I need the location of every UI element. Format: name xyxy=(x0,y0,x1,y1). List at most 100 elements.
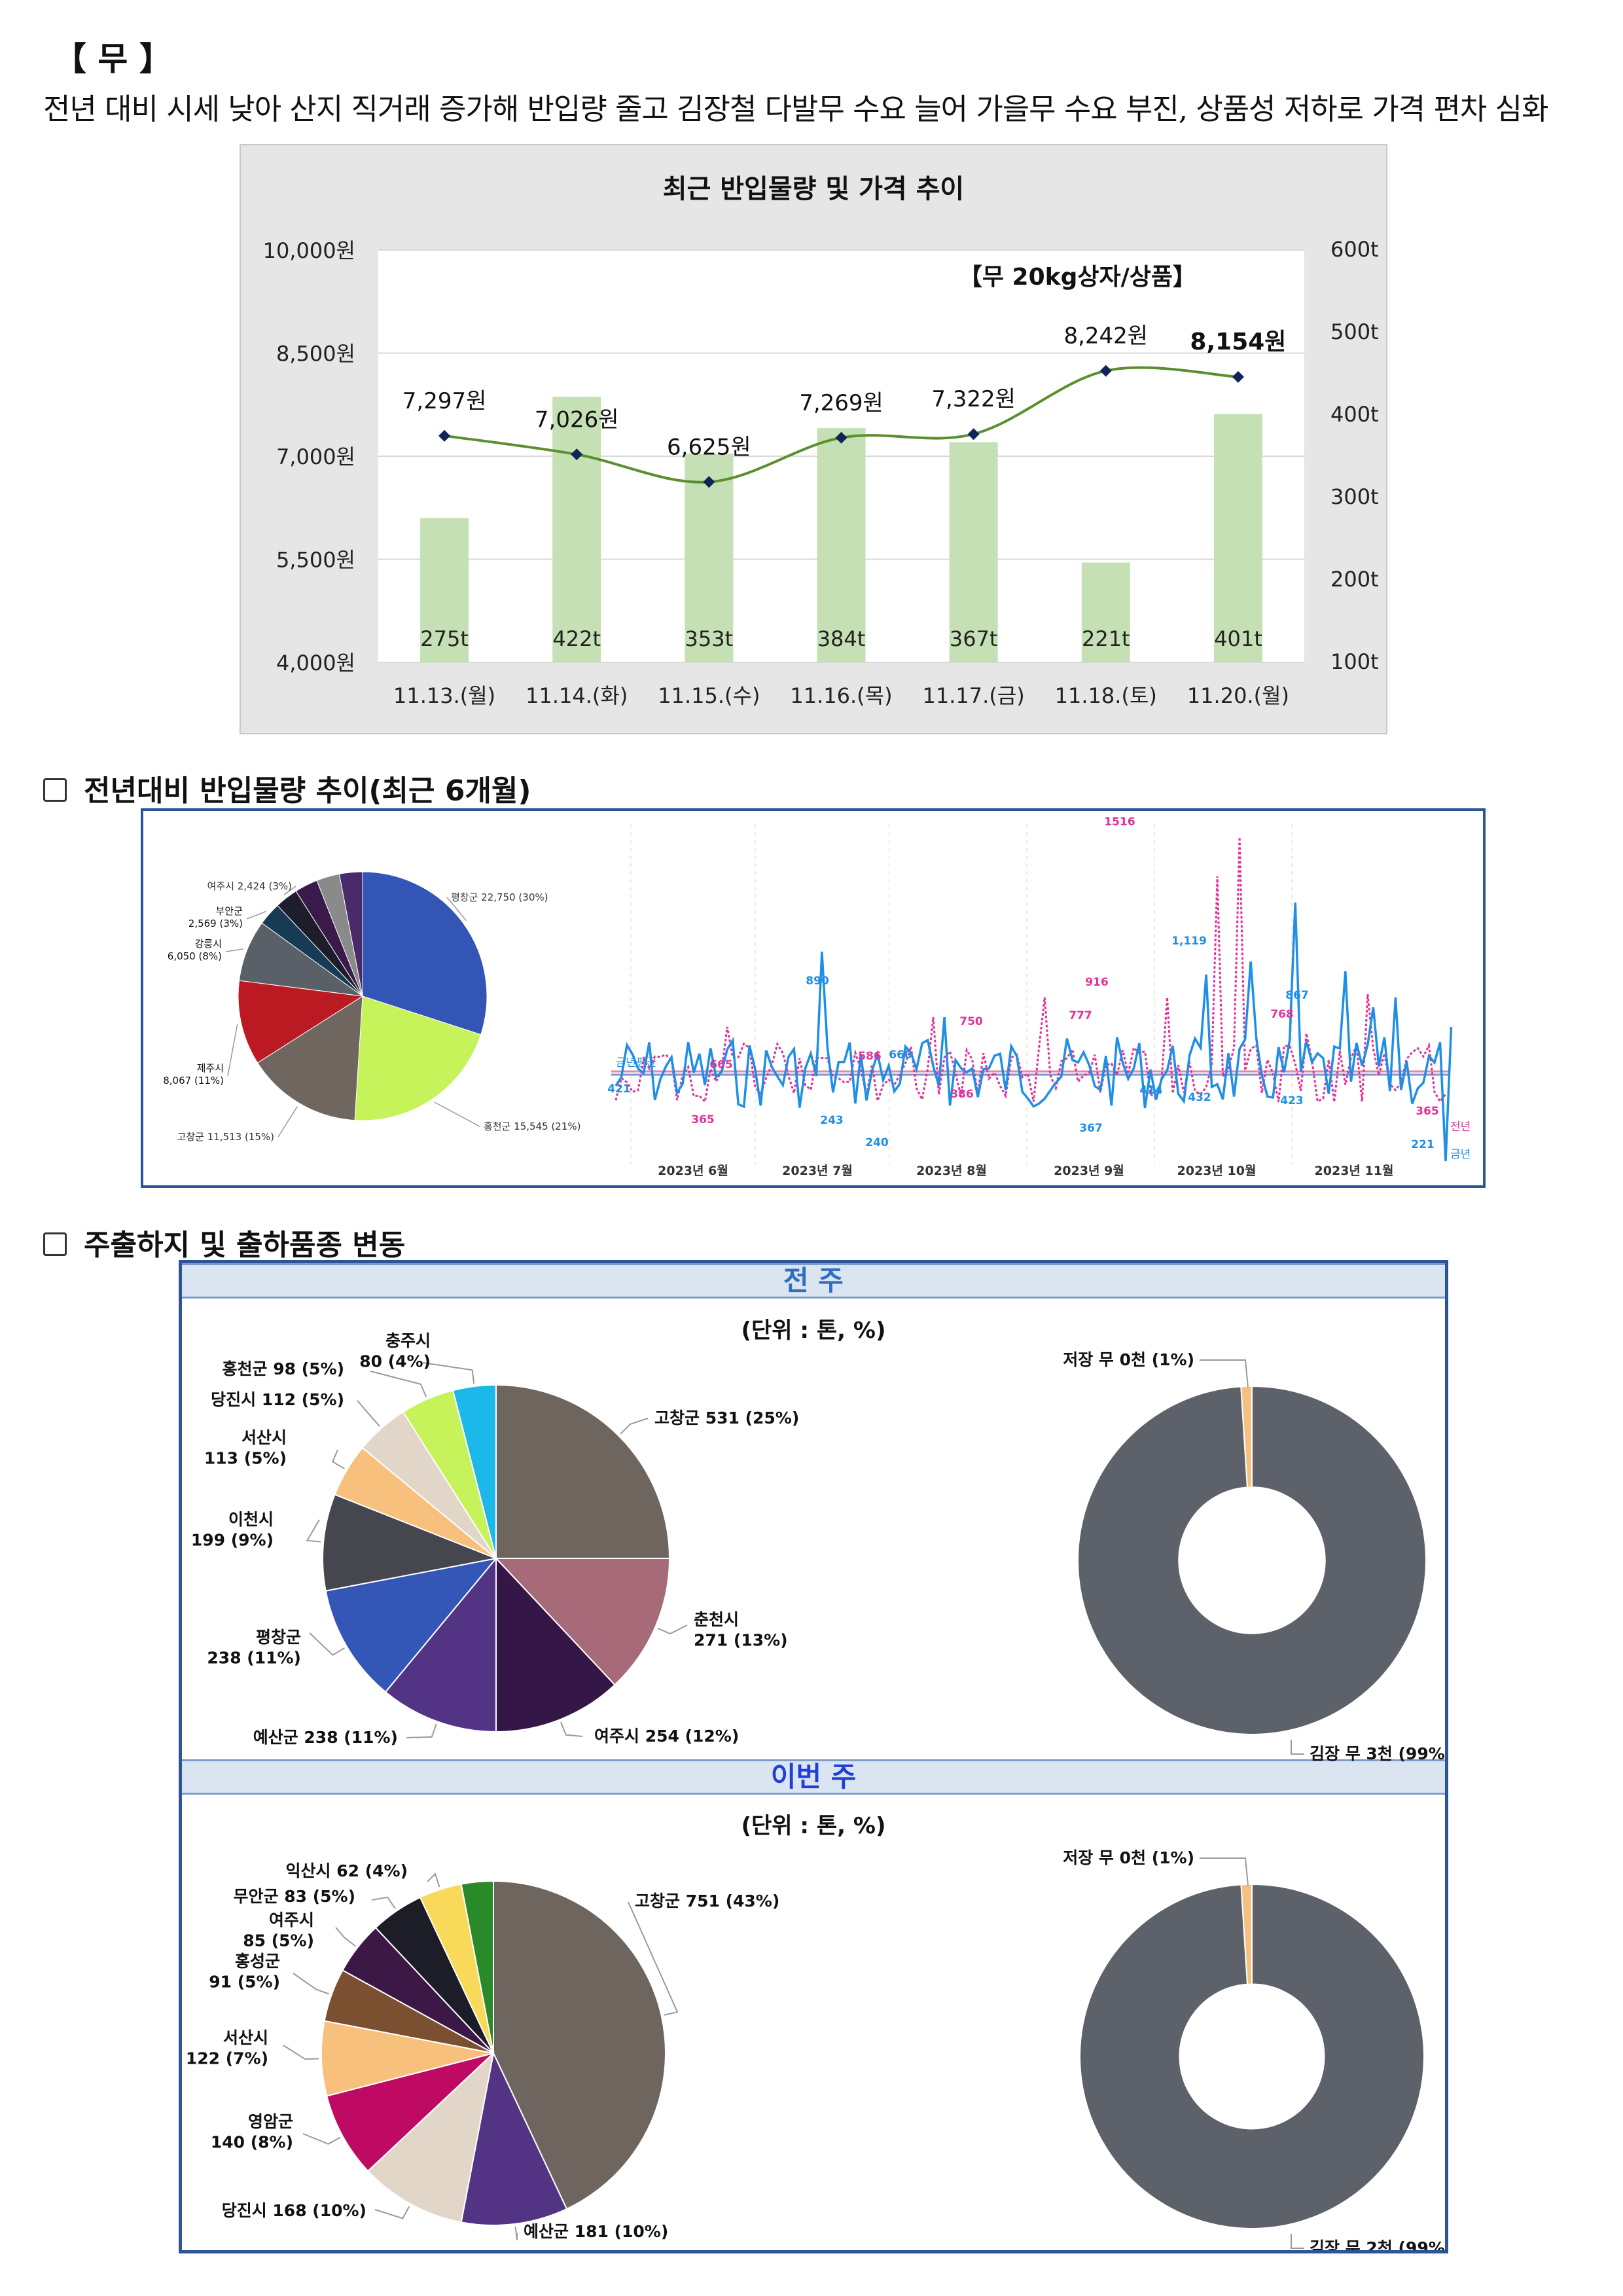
volume-label: 367t xyxy=(950,626,998,651)
this-week-unit: (단위 : 톤, %) xyxy=(741,1813,886,1839)
prev-origin-label: 서산시 xyxy=(241,1428,287,1447)
yoy-volume-panel: 평창군 22,750 (30%) 홍천군 15,545 (21%) 고창군 11,5… xyxy=(141,808,1486,1188)
price-marker xyxy=(571,448,583,461)
prev-origin-leader-line xyxy=(309,1632,345,1656)
this-variety-label: 저장 무 0천 (1%) xyxy=(1063,1848,1194,1867)
prev-origin-label: 80 (4%) xyxy=(359,1352,431,1371)
x-tick-label: 11.15.(수) xyxy=(658,683,760,708)
origin-variety-heading: 주출하지 및 출하품종 변동 xyxy=(43,1221,405,1263)
yoy-volume-heading-text: 전년대비 반입물량 추이(최근 6개월) xyxy=(84,774,531,808)
this-origin-label: 익산시 62 (4%) xyxy=(286,1861,408,1880)
x-tick-label: 11.14.(화) xyxy=(526,683,628,708)
last-year-line xyxy=(615,836,1447,1104)
prev-variety-leader-line xyxy=(1200,1359,1249,1388)
value-label: 1516 xyxy=(1104,816,1135,829)
pie-slice xyxy=(354,996,482,1121)
this-origin-label: 85 (5%) xyxy=(243,1931,314,1950)
volume-label: 353t xyxy=(685,626,734,651)
right-tick-label: 400t xyxy=(1330,402,1379,427)
pie-label: 2,569 (3%) xyxy=(188,918,243,929)
month-label: 2023년 10월 xyxy=(1177,1164,1257,1178)
prev-origin-leader-line xyxy=(422,1362,475,1384)
yoy-volume-svg: 평창군 22,750 (30%) 홍천군 15,545 (21%) 고창군 11,5… xyxy=(163,816,1471,1178)
price-marker xyxy=(967,428,980,440)
pie-slice xyxy=(257,996,363,1121)
this-origin-slice xyxy=(366,2051,495,2223)
right-tick-label: 500t xyxy=(1330,319,1379,344)
value-label: 1,119 xyxy=(1171,935,1207,948)
yoy-volume-heading: 전년대비 반입물량 추이(최근 6개월) xyxy=(43,767,531,809)
this-week-band: 이번 주 xyxy=(182,1759,1445,1795)
value-label: 365 xyxy=(691,1113,715,1126)
prev-origin-label: 예산군 238 (11%) xyxy=(253,1728,398,1747)
pie-leader-line xyxy=(283,886,296,895)
prev-origin-label: 당진시 112 (5%) xyxy=(211,1390,344,1409)
left-tick-label: 10,000원 xyxy=(263,238,355,263)
pie-label: 부안군 xyxy=(216,905,243,917)
value-label: 221 xyxy=(1411,1138,1435,1151)
prev-origin-leader-line xyxy=(560,1721,583,1737)
left-tick-label: 8,500원 xyxy=(276,342,355,367)
pie-label: 홍천군 15,545 (21%) xyxy=(484,1121,580,1132)
x-tick-label: 11.16.(목) xyxy=(790,683,892,708)
month-label: 2023년 7월 xyxy=(782,1164,853,1178)
price-volume-chart: 10,000원 8,500원 7,000원 5,500원 4,000원 600t 500t 4… xyxy=(240,144,1387,734)
price-volume-chart-svg: 10,000원 8,500원 7,000원 5,500원 4,000원 600t 500t 4… xyxy=(263,174,1379,708)
prev-origin-label: 113 (5%) xyxy=(204,1448,287,1467)
this-origin-leader-line xyxy=(335,1927,356,1947)
left-tick-label: 5,500원 xyxy=(276,548,355,573)
this-origin-label: 140 (8%) xyxy=(211,2132,293,2151)
prev-origin-slice xyxy=(495,1556,616,1733)
value-label: 660 xyxy=(889,1049,912,1062)
value-label: 367 xyxy=(1079,1122,1103,1135)
volume-label: 401t xyxy=(1214,626,1262,651)
volume-bar xyxy=(817,428,866,662)
pie-leader-line xyxy=(277,1106,298,1138)
this-origin-label: 무안군 83 (5%) xyxy=(234,1887,356,1906)
volume-bar xyxy=(1081,562,1130,662)
prev-origin-label: 충주시 xyxy=(385,1331,431,1350)
pie-label: 강릉시 xyxy=(195,938,222,950)
this-origin-label: 영암군 xyxy=(248,2112,293,2131)
prev-week-band-label: 전 주 xyxy=(783,1265,844,1297)
prev-origin-slice xyxy=(322,1494,499,1592)
pie-slice xyxy=(338,871,363,997)
this-origin-leader-line xyxy=(302,2133,341,2145)
price-label: 7,297원 xyxy=(402,388,487,414)
pie-leader-line xyxy=(446,897,467,922)
right-tick-label: 600t xyxy=(1330,237,1379,262)
price-label: 8,154원 xyxy=(1190,329,1286,355)
this-year-line xyxy=(615,902,1453,1162)
value-label: 240 xyxy=(865,1136,889,1149)
value-label: 768 xyxy=(1270,1008,1294,1021)
prev-variety-leader-line xyxy=(1291,1740,1304,1755)
prev-origin-label: 이천시 xyxy=(228,1510,274,1529)
prev-origin-slice xyxy=(452,1384,497,1559)
prev-origin-leader-line xyxy=(657,1624,688,1635)
price-marker xyxy=(835,431,847,444)
prev-origin-leader-line xyxy=(357,1400,380,1427)
section-title: 【 무 】 xyxy=(54,40,172,78)
x-tick-label: 11.17.(금) xyxy=(923,683,1025,708)
pie-slice xyxy=(238,980,364,1064)
left-tick-label: 4,000원 xyxy=(276,651,355,675)
price-label: 6,625원 xyxy=(667,434,751,460)
this-origin-leader-line xyxy=(514,2226,518,2240)
value-label: 586 xyxy=(858,1050,882,1063)
pie-leader-line xyxy=(225,948,243,952)
this-variety-label: 김장 무 2천 (99%) xyxy=(1310,2238,1445,2250)
origin-variety-heading-text: 주출하지 및 출하품종 변동 xyxy=(84,1229,406,1262)
prev-origin-slice xyxy=(494,1558,671,1686)
prev-origin-slice xyxy=(325,1557,498,1693)
price-marker xyxy=(438,429,451,442)
value-label: 867 xyxy=(1285,989,1309,1002)
this-origin-label: 홍성군 xyxy=(235,1952,280,1971)
volume-bar xyxy=(949,442,998,662)
x-tick-label: 11.13.(월) xyxy=(393,683,495,708)
prev-origin-label: 199 (9%) xyxy=(191,1530,274,1549)
this-origin-leader-line xyxy=(427,1873,440,1888)
prev-origin-leader-line xyxy=(620,1418,649,1435)
prev-origin-leader-line xyxy=(306,1519,321,1543)
prev-origin-leader-line xyxy=(370,1371,427,1397)
